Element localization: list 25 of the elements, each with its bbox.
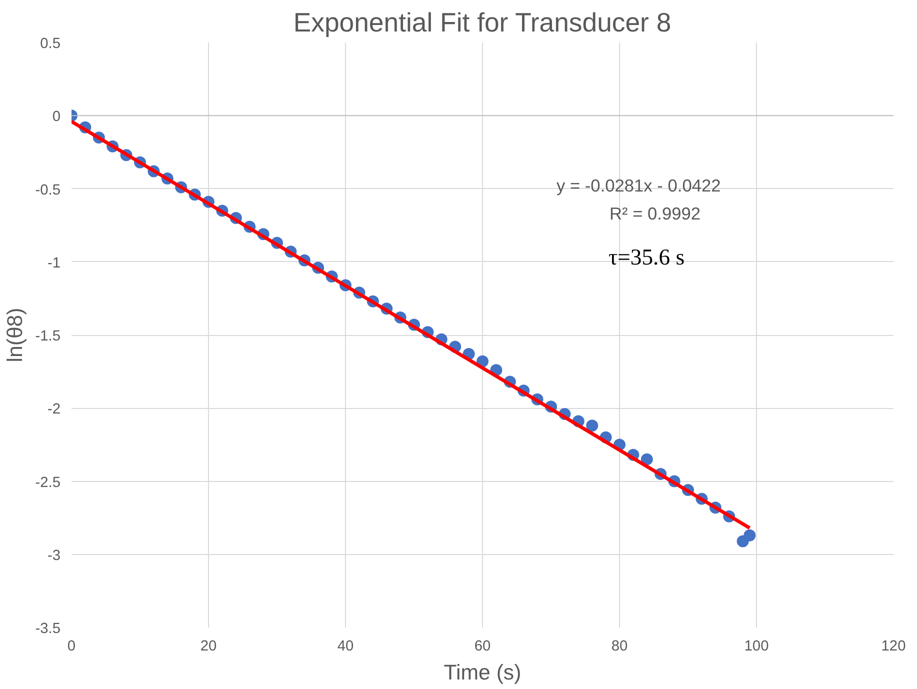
x-axis-title: Time (s) [444,660,522,684]
x-tick-label: 40 [337,638,354,654]
x-tick-label: 80 [611,638,628,654]
y-tick-label: -2.5 [35,474,61,491]
x-tick-label: 0 [67,638,76,654]
y-tick-label: -2 [47,402,61,418]
annotation: τ=35.6 s [608,244,685,270]
x-tick-label: 60 [474,638,491,654]
point [586,420,598,432]
point [744,529,756,542]
y-tick-label: -3 [47,548,61,564]
point [640,453,653,466]
y-tick-label: 0.5 [40,36,60,52]
x-tick-label: 120 [881,638,906,654]
x-tick-label: 100 [744,638,769,654]
y-axis-title: ln(θ8) [3,308,28,362]
y-tick-label: -1 [47,255,61,272]
chart-title: Exponential Fit for Transducer 8 [293,8,672,38]
y-tick-label: -0.5 [35,182,61,198]
x-tick-label: 20 [200,638,217,654]
y-tick-label: 0 [52,109,61,126]
annotation: R² = 0.9992 [610,204,701,224]
annotation: y = -0.0281x - 0.0422 [556,176,721,196]
y-tick-label: -1.5 [35,328,61,344]
y-tick-label: -3.5 [35,621,61,637]
